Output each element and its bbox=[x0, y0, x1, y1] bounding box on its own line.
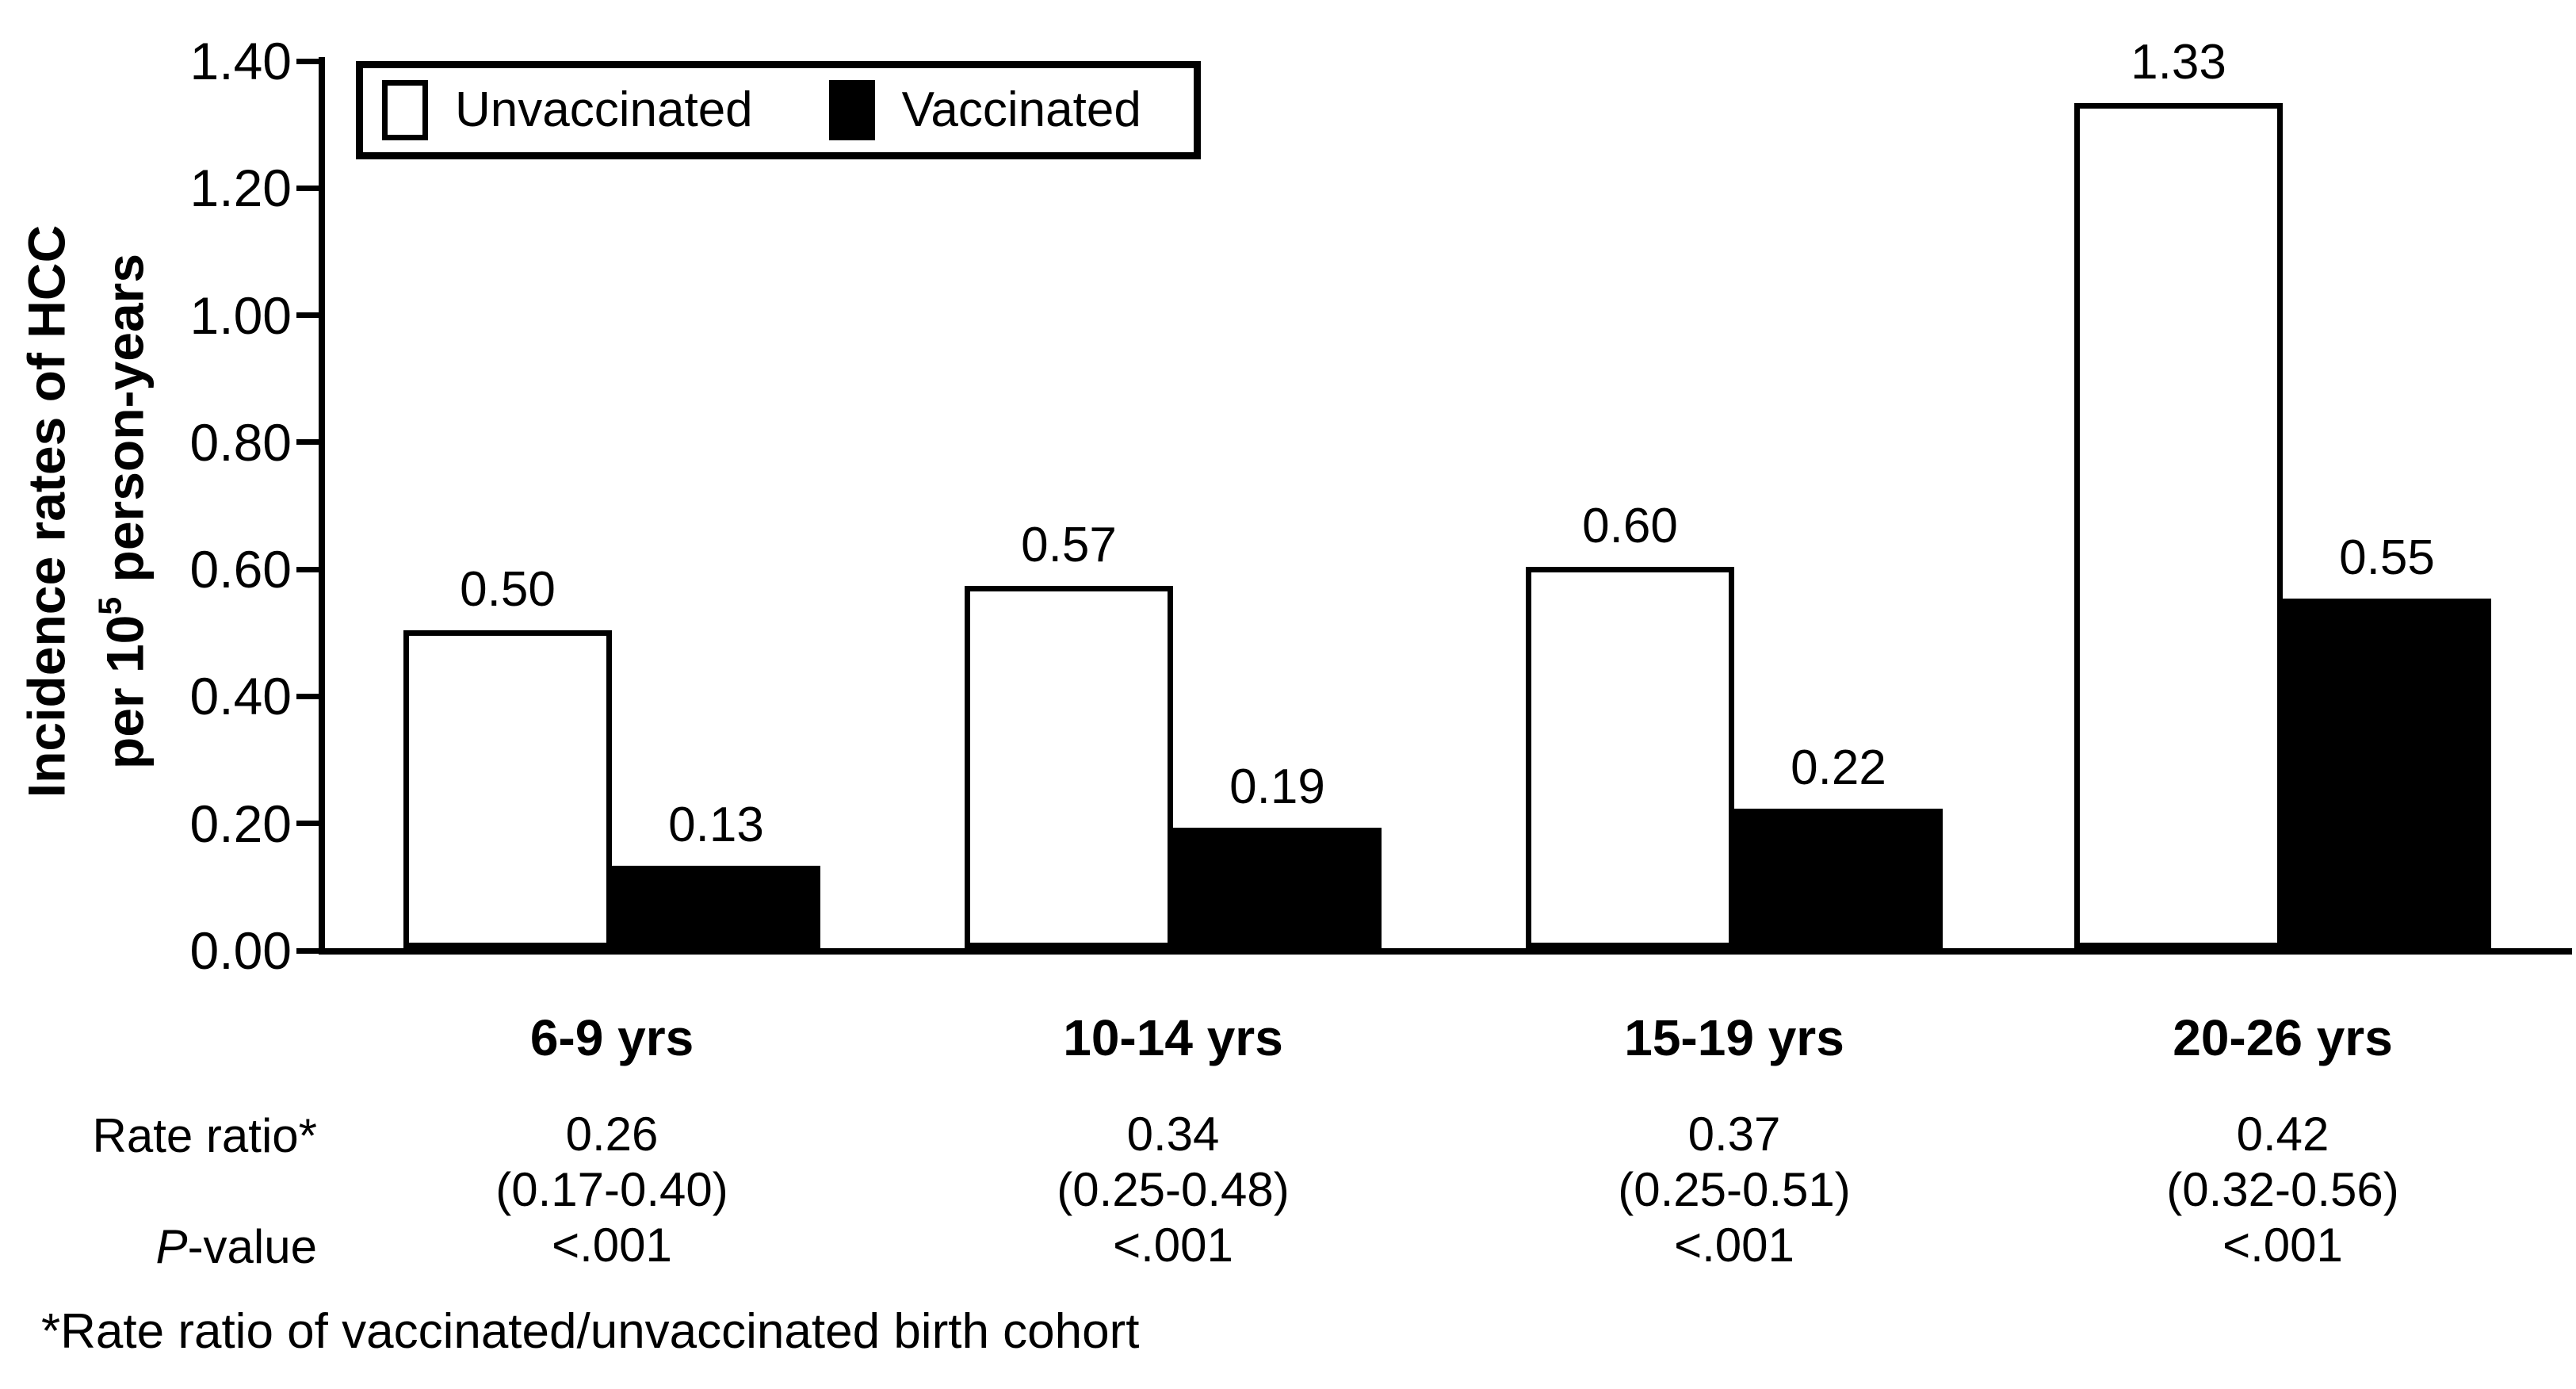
p-value-row-label-italic: P bbox=[155, 1220, 188, 1273]
y-tick-mark-0.20 bbox=[296, 821, 320, 827]
y-tick-mark-0.80 bbox=[296, 439, 320, 446]
y-tick-label-0.00: 0.00 bbox=[189, 921, 292, 980]
bar-value-label-vaccinated-10-14-yrs: 0.19 bbox=[1229, 759, 1325, 814]
bar-value-label-unvaccinated-10-14-yrs: 0.57 bbox=[1021, 518, 1117, 573]
stats-column-15-19-yrs: 0.37 (0.25-0.51) <.001 bbox=[1512, 1107, 1956, 1273]
category-label-6-9-yrs: 6-9 yrs bbox=[529, 1009, 694, 1066]
stats-column-20-26-yrs: 0.42 (0.32-0.56) <.001 bbox=[2061, 1107, 2505, 1273]
y-tick-label-0.80: 0.80 bbox=[189, 412, 292, 472]
legend-label-vaccinated: Vaccinated bbox=[901, 82, 1141, 137]
bar-value-label-unvaccinated-20-26-yrs: 1.33 bbox=[2131, 35, 2226, 90]
bar-vaccinated-6-9-yrs bbox=[612, 865, 820, 948]
y-tick-mark-1.40 bbox=[296, 58, 320, 64]
y-tick-mark-1.00 bbox=[296, 312, 320, 319]
footnote: *Rate ratio of vaccinated/unvaccinated b… bbox=[41, 1304, 1140, 1359]
y-axis-title-exponent: 5 bbox=[91, 596, 128, 615]
bar-unvaccinated-15-19-yrs bbox=[1526, 567, 1734, 948]
y-tick-mark-0.00 bbox=[296, 947, 320, 954]
bar-unvaccinated-6-9-yrs bbox=[403, 630, 612, 948]
y-tick-label-1.00: 1.00 bbox=[189, 285, 292, 345]
p-value-15-19-yrs: <.001 bbox=[1674, 1219, 1794, 1272]
y-axis-line bbox=[319, 57, 325, 955]
confidence-interval-6-9-yrs: (0.17-0.40) bbox=[495, 1163, 728, 1216]
p-value-20-26-yrs: <.001 bbox=[2222, 1219, 2343, 1272]
p-value-6-9-yrs: <.001 bbox=[552, 1219, 672, 1272]
rate-ratio-value-20-26-yrs: 0.42 bbox=[2236, 1108, 2329, 1161]
bar-vaccinated-10-14-yrs bbox=[1173, 827, 1382, 948]
confidence-interval-20-26-yrs: (0.32-0.56) bbox=[2166, 1163, 2399, 1216]
category-label-20-26-yrs: 20-26 yrs bbox=[2173, 1009, 2393, 1066]
bar-value-label-vaccinated-15-19-yrs: 0.22 bbox=[1791, 740, 1886, 795]
bar-unvaccinated-10-14-yrs bbox=[965, 586, 1173, 948]
y-tick-mark-1.20 bbox=[296, 185, 320, 191]
p-value-row-label: P-value bbox=[0, 1219, 317, 1275]
category-label-15-19-yrs: 15-19 yrs bbox=[1624, 1009, 1844, 1066]
y-tick-label-1.40: 1.40 bbox=[189, 32, 292, 90]
bar-value-label-unvaccinated-15-19-yrs: 0.60 bbox=[1582, 499, 1678, 554]
y-tick-mark-0.60 bbox=[296, 566, 320, 572]
bar-vaccinated-20-26-yrs bbox=[2283, 599, 2491, 948]
rate-ratio-value-15-19-yrs: 0.37 bbox=[1687, 1108, 1781, 1161]
rate-ratio-value-10-14-yrs: 0.34 bbox=[1126, 1108, 1220, 1161]
confidence-interval-10-14-yrs: (0.25-0.48) bbox=[1057, 1163, 1290, 1216]
confidence-interval-15-19-yrs: (0.25-0.51) bbox=[1618, 1163, 1851, 1216]
bar-unvaccinated-20-26-yrs bbox=[2074, 103, 2283, 948]
legend-swatch-vaccinated-icon bbox=[828, 80, 875, 140]
bar-value-label-unvaccinated-6-9-yrs: 0.50 bbox=[460, 562, 556, 618]
y-axis-title-line1: Incidence rates of HCC bbox=[17, 224, 76, 798]
y-tick-mark-0.40 bbox=[296, 693, 320, 699]
rate-ratio-row-label: Rate ratio* bbox=[92, 1109, 317, 1162]
x-axis-line bbox=[319, 948, 2572, 955]
legend-label-unvaccinated: Unvaccinated bbox=[455, 82, 753, 137]
legend-box: Unvaccinated Vaccinated bbox=[356, 61, 1201, 159]
y-tick-label-0.40: 0.40 bbox=[189, 667, 292, 726]
p-value-10-14-yrs: <.001 bbox=[1113, 1219, 1233, 1272]
y-tick-label-0.20: 0.20 bbox=[189, 794, 292, 853]
bar-vaccinated-15-19-yrs bbox=[1734, 808, 1943, 948]
p-value-row-label-rest: -value bbox=[187, 1220, 317, 1273]
rate-ratio-value-6-9-yrs: 0.26 bbox=[565, 1108, 659, 1161]
stats-column-10-14-yrs: 0.34 (0.25-0.48) <.001 bbox=[951, 1107, 1395, 1273]
y-tick-label-1.20: 1.20 bbox=[189, 159, 292, 218]
bar-value-label-vaccinated-6-9-yrs: 0.13 bbox=[668, 797, 764, 852]
bar-value-label-vaccinated-20-26-yrs: 0.55 bbox=[2339, 530, 2435, 586]
legend-swatch-unvaccinated-icon bbox=[382, 80, 428, 140]
y-tick-label-0.60: 0.60 bbox=[189, 540, 292, 599]
category-label-10-14-yrs: 10-14 yrs bbox=[1063, 1009, 1283, 1066]
stats-column-6-9-yrs: 0.26 (0.17-0.40) <.001 bbox=[390, 1107, 834, 1273]
